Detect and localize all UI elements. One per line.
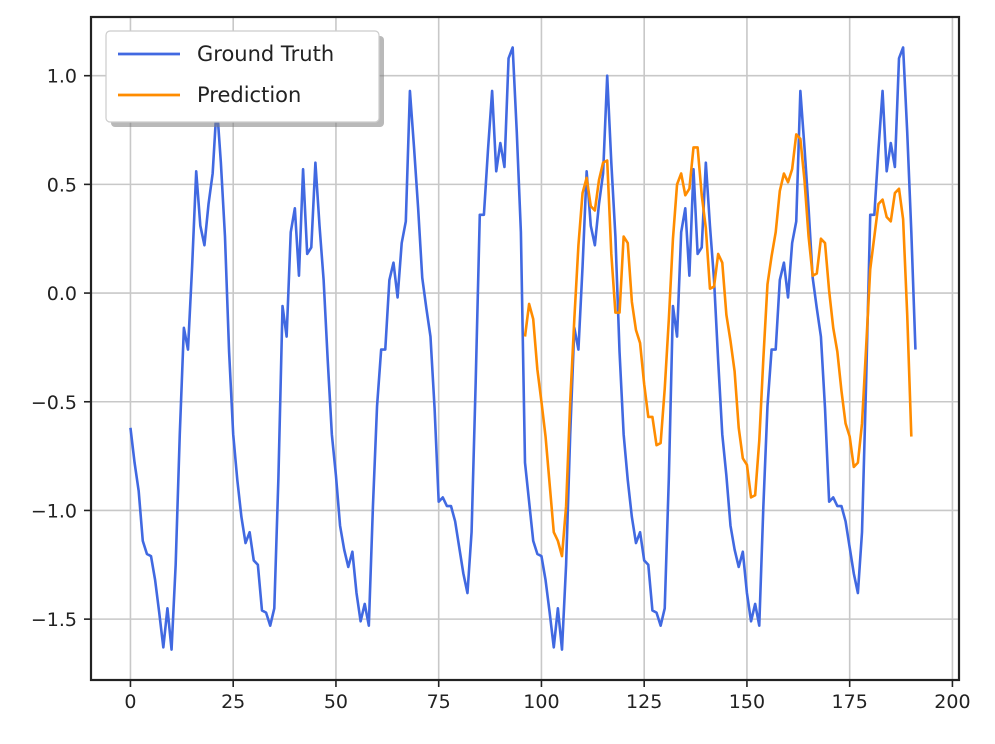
- y-tick-label: 0.5: [47, 174, 77, 196]
- axis-ticks: 0 25 50 75 100 125 150 175 200 1.0 0.5 0.0 −0.5 −1.0 −…: [31, 66, 971, 713]
- y-tick-label: 0.0: [47, 283, 77, 305]
- x-tick-label: 0: [124, 691, 136, 713]
- plot-frame: [89, 15, 961, 682]
- x-tick-label: 25: [221, 691, 245, 713]
- series-line-prediction: [523, 133, 913, 558]
- y-tick-label: −1.5: [31, 609, 77, 631]
- legend-label-prediction: Prediction: [197, 83, 301, 107]
- x-tick-label: 50: [324, 691, 348, 713]
- x-tick-label: 175: [832, 691, 868, 713]
- x-tick-label: 150: [729, 691, 765, 713]
- y-tick-label: 1.0: [47, 66, 77, 88]
- x-tick-label: 200: [934, 691, 970, 713]
- y-tick-label: −1.0: [31, 500, 77, 522]
- x-tick-label: 100: [523, 691, 559, 713]
- y-tick-label: −0.5: [31, 392, 77, 414]
- series-lines: [129, 46, 917, 651]
- legend-label-ground-truth: Ground Truth: [197, 42, 334, 66]
- x-tick-label: 125: [626, 691, 662, 713]
- legend: Ground Truth Prediction: [105, 30, 384, 127]
- x-tick-label: 75: [427, 691, 451, 713]
- series-line-ground-truth: [129, 46, 917, 651]
